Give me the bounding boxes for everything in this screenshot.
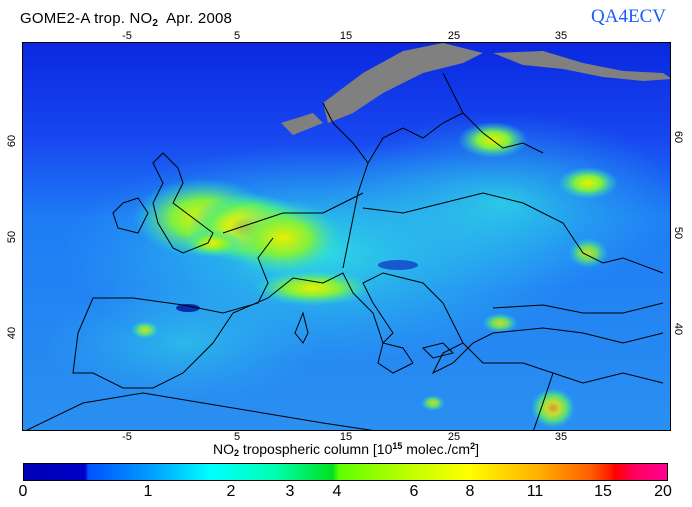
label-part: ] — [475, 441, 479, 457]
lat-tick-left: 60 — [6, 134, 19, 148]
lat-tick-right: 50 — [672, 226, 685, 240]
lon-tick-top: 35 — [554, 30, 568, 42]
map-canvas — [23, 43, 670, 430]
colorbar-tick: 0 — [18, 483, 28, 500]
colorbar-tick: 6 — [409, 483, 419, 500]
label-subscript: 2 — [234, 448, 240, 458]
colorbar — [23, 463, 668, 481]
lat-tick-right: 40 — [672, 322, 685, 336]
colorbar-tick: 11 — [526, 483, 544, 500]
lon-tick-bottom: 35 — [554, 431, 568, 443]
label-part: tropospheric column [10 — [239, 441, 393, 457]
lon-tick-top: -5 — [122, 30, 132, 42]
lon-tick-bottom: 15 — [339, 431, 353, 443]
lat-tick-left: 50 — [6, 230, 19, 244]
label-superscript: 2 — [470, 441, 476, 451]
colorbar-tick: 2 — [226, 483, 236, 500]
colorbar-tick: 1 — [143, 483, 153, 500]
colorbar-tick: 8 — [465, 483, 475, 500]
colorbar-tick: 15 — [594, 483, 612, 500]
lon-tick-top: 5 — [233, 30, 241, 42]
label-part: molec./cm — [402, 441, 471, 457]
colorbar-label: NO2 tropospheric column [1015 molec./cm2… — [0, 441, 692, 458]
lon-tick-bottom: -5 — [122, 431, 132, 443]
lon-tick-top: 25 — [447, 30, 461, 42]
lon-tick-bottom: 25 — [447, 431, 461, 443]
lon-tick-top: 15 — [339, 30, 353, 42]
title-text: GOME2-A trop. NO — [20, 10, 153, 27]
colorbar-tick: 3 — [285, 483, 295, 500]
brand-label: QA4ECV — [591, 6, 666, 27]
lat-tick-right: 60 — [672, 130, 685, 144]
no2-map — [22, 42, 671, 431]
lat-tick-left: 40 — [6, 326, 19, 340]
lon-tick-bottom: 5 — [233, 431, 241, 443]
label-superscript: 15 — [392, 441, 403, 451]
label-part: NO — [213, 441, 235, 457]
title-subscript: 2 — [152, 18, 159, 29]
title-date: Apr. 2008 — [158, 10, 233, 27]
colorbar-tick: 4 — [332, 483, 342, 500]
map-title: GOME2-A trop. NO2 Apr. 2008 — [20, 10, 232, 29]
colorbar-tick: 20 — [654, 483, 672, 500]
